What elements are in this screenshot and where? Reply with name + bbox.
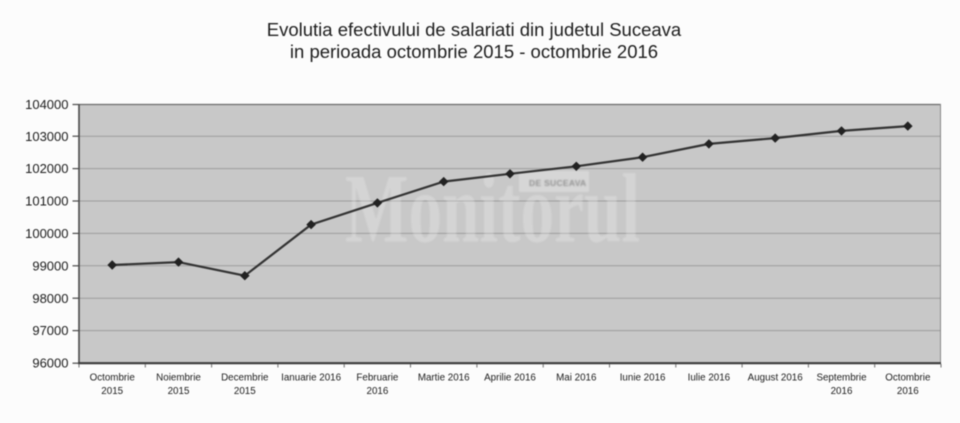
svg-text:Septembrie: Septembrie bbox=[816, 373, 867, 384]
svg-text:Martie 2016: Martie 2016 bbox=[418, 373, 470, 384]
svg-text:Octombrie: Octombrie bbox=[885, 373, 931, 384]
svg-text:Octombrie: Octombrie bbox=[90, 373, 136, 384]
svg-text:2016: 2016 bbox=[367, 386, 389, 397]
svg-text:Iunie 2016: Iunie 2016 bbox=[620, 373, 666, 384]
svg-text:Ianuarie 2016: Ianuarie 2016 bbox=[281, 373, 341, 384]
svg-text:2016: 2016 bbox=[831, 386, 853, 397]
svg-text:2015: 2015 bbox=[101, 386, 123, 397]
svg-text:101000: 101000 bbox=[25, 194, 68, 209]
svg-text:99000: 99000 bbox=[32, 258, 68, 273]
svg-text:2015: 2015 bbox=[168, 386, 190, 397]
svg-text:102000: 102000 bbox=[25, 161, 68, 176]
svg-text:Februarie: Februarie bbox=[356, 373, 398, 384]
svg-text:Noiembrie: Noiembrie bbox=[156, 373, 201, 384]
svg-text:98000: 98000 bbox=[32, 291, 68, 306]
svg-text:Aprilie 2016: Aprilie 2016 bbox=[484, 373, 536, 384]
svg-text:Monitorul: Monitorul bbox=[345, 155, 640, 264]
svg-text:100000: 100000 bbox=[25, 226, 68, 241]
svg-text:103000: 103000 bbox=[25, 129, 68, 144]
svg-text:DE SUCEAVA: DE SUCEAVA bbox=[529, 178, 586, 188]
svg-text:96000: 96000 bbox=[32, 356, 68, 371]
svg-text:Mai 2016: Mai 2016 bbox=[556, 373, 597, 384]
svg-text:Decembrie: Decembrie bbox=[221, 373, 269, 384]
svg-text:104000: 104000 bbox=[25, 97, 68, 112]
svg-text:2015: 2015 bbox=[234, 386, 256, 397]
svg-text:2016: 2016 bbox=[897, 386, 919, 397]
svg-text:August 2016: August 2016 bbox=[748, 373, 804, 384]
svg-text:97000: 97000 bbox=[32, 323, 68, 338]
svg-text:Iulie 2016: Iulie 2016 bbox=[688, 373, 731, 384]
